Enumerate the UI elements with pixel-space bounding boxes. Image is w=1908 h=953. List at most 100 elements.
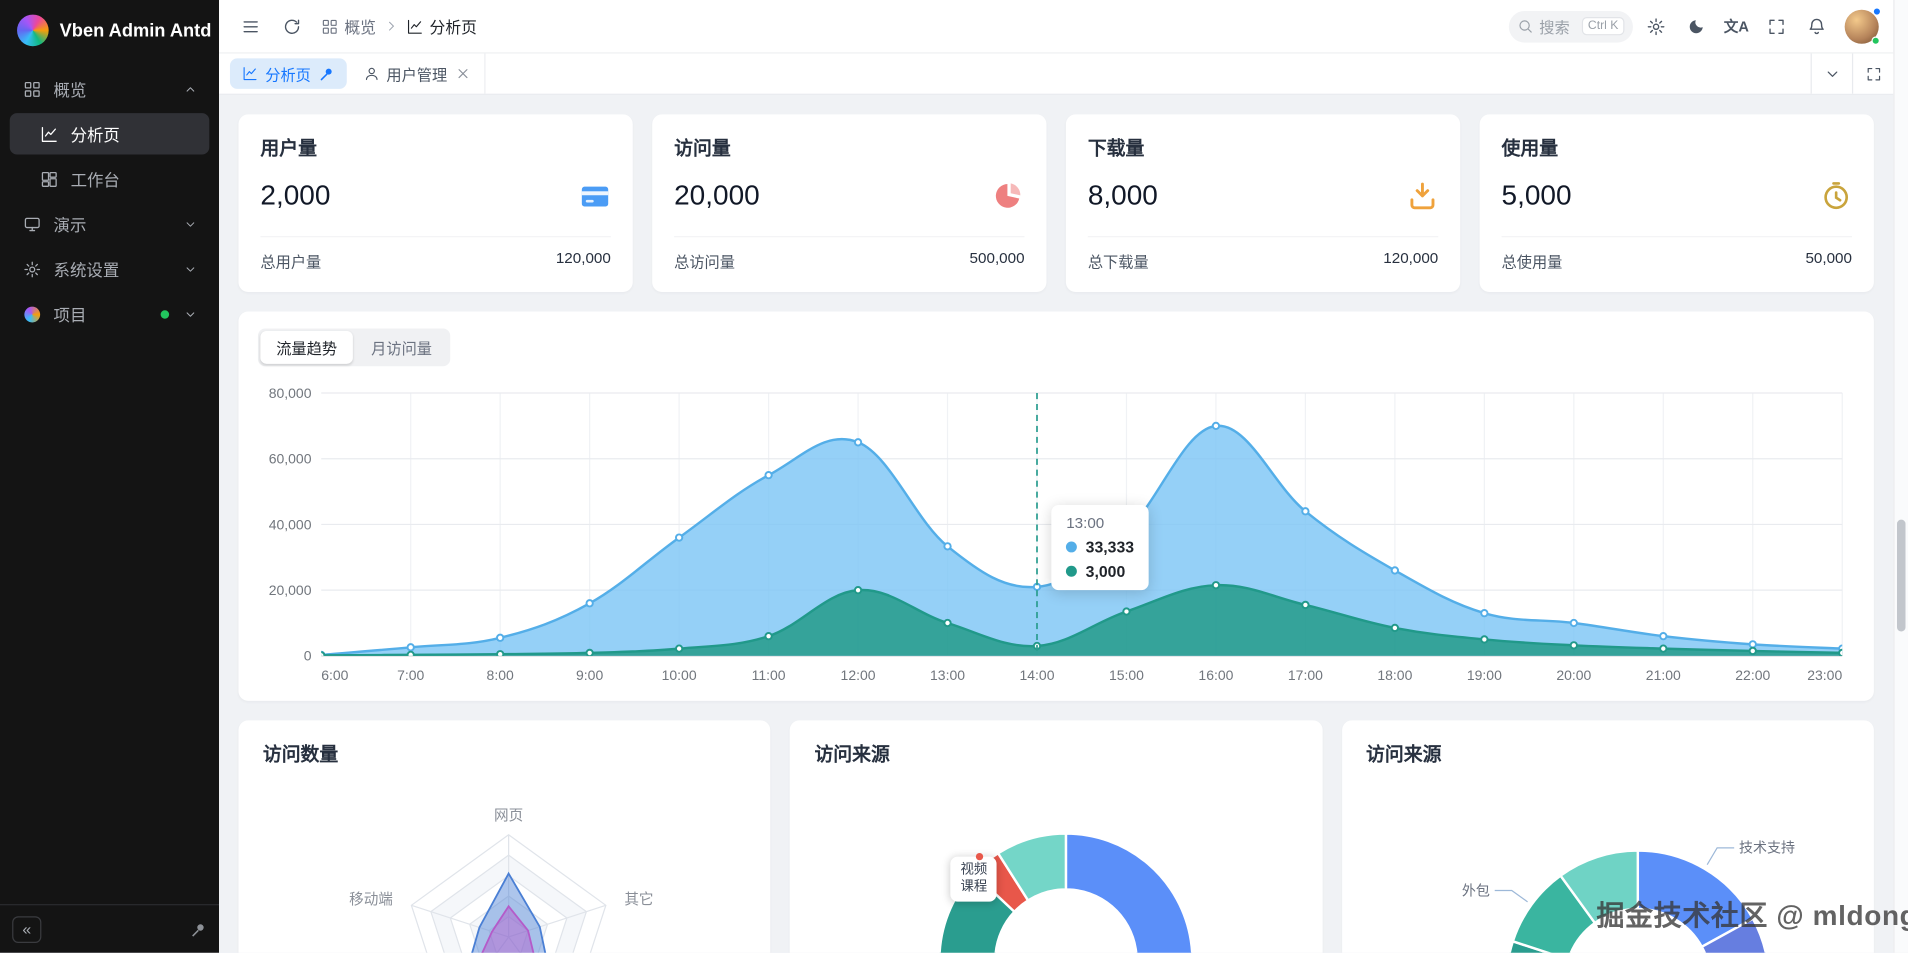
tab-analysis[interactable]: 分析页	[229, 58, 347, 89]
svg-text:16:00: 16:00	[1198, 667, 1233, 683]
sidebar-collapse-button[interactable]: «	[12, 915, 42, 943]
language-icon[interactable]: 文A	[1719, 9, 1753, 43]
pin-icon[interactable]	[318, 66, 334, 82]
status-dot	[160, 309, 170, 319]
moon-icon[interactable]	[1679, 9, 1713, 43]
logo-icon	[17, 14, 49, 47]
grid-icon	[322, 19, 337, 34]
tab-monthly-visits[interactable]: 月访问量	[355, 331, 447, 364]
grid-icon	[22, 79, 41, 98]
scrollbar-thumb[interactable]	[1896, 519, 1906, 632]
traffic-trend-chart[interactable]: 0 20,000 40,000 60,000 80,000 6:00 7:00 8:00 9:0…	[258, 378, 1854, 692]
bottom-row: 访问数量 网页 其它 移动端 访问来源 视频课程	[238, 720, 1874, 953]
svg-text:40,000: 40,000	[269, 516, 312, 532]
traffic-trend-card: 流量趋势 月访问量 0 20,000 40,000 60,000 80,000 6:00 7…	[238, 311, 1874, 701]
chevron-down-icon	[186, 221, 195, 227]
stat-row: 用户量 2,000 总用户量 120,000 访问	[238, 114, 1874, 293]
chart-tab-switch: 流量趋势 月访问量	[257, 328, 451, 367]
sidebar-item-project[interactable]: 项目	[10, 293, 210, 334]
sidebar: Vben Admin Antd 概览 分析页	[0, 0, 220, 953]
svg-text:网页: 网页	[494, 808, 523, 824]
svg-text:11:00: 11:00	[752, 667, 786, 683]
tab-traffic-trend[interactable]: 流量趋势	[260, 330, 353, 364]
sidebar-item-system-settings[interactable]: 系统设置	[10, 248, 210, 289]
search-input[interactable]: 搜索 Ctrl K	[1508, 10, 1633, 42]
monitor-icon	[22, 214, 41, 233]
chevron-down-icon	[186, 311, 195, 317]
svg-text:0: 0	[304, 648, 312, 664]
sidebar-item-workbench[interactable]: 工作台	[10, 158, 210, 199]
breadcrumb-analysis[interactable]: 分析页	[406, 15, 477, 38]
user-icon	[365, 67, 377, 81]
fullscreen-icon[interactable]	[1759, 9, 1793, 43]
svg-text:技术支持: 技术支持	[1739, 840, 1795, 856]
tab-list-dropdown-icon[interactable]	[1810, 53, 1852, 94]
content: 用户量 2,000 总用户量 120,000 访问	[219, 94, 1894, 953]
tabbar: 分析页 用户管理	[219, 53, 1894, 95]
tab-user-management[interactable]: 用户管理	[350, 53, 485, 94]
chart-line-icon	[407, 19, 422, 34]
bell-icon[interactable]	[1800, 9, 1834, 43]
svg-text:21:00: 21:00	[1646, 667, 1681, 683]
pin-icon[interactable]	[190, 921, 207, 938]
svg-text:外包: 外包	[1461, 882, 1489, 898]
breadcrumb-overview[interactable]: 概览	[321, 15, 376, 38]
search-placeholder: 搜索	[1539, 19, 1570, 37]
chevron-down-icon	[186, 266, 195, 272]
series-green-dot	[1066, 565, 1078, 577]
sidebar-item-overview[interactable]: 概览	[10, 68, 210, 109]
svg-text:7:00: 7:00	[397, 667, 424, 683]
svg-text:20,000: 20,000	[269, 582, 312, 598]
timer-icon	[1820, 179, 1852, 211]
close-icon[interactable]	[455, 66, 471, 82]
breadcrumb: 概览 分析页	[321, 15, 477, 38]
page-scrollbar[interactable]	[1893, 0, 1908, 953]
svg-text:12:00: 12:00	[841, 667, 876, 683]
svg-text:80,000: 80,000	[269, 385, 312, 401]
search-icon	[1519, 20, 1532, 33]
tabbar-actions	[1810, 53, 1894, 94]
svg-text:13:00: 13:00	[930, 667, 965, 683]
main-column: 概览 分析页 搜索 Ctrl K	[219, 0, 1894, 953]
app-logo[interactable]: Vben Admin Antd	[0, 0, 219, 61]
topbar-actions: 搜索 Ctrl K 文A	[1508, 6, 1882, 45]
svg-text:60,000: 60,000	[269, 451, 312, 467]
workbench-icon	[39, 169, 58, 188]
settings-gear-icon[interactable]	[1639, 9, 1673, 43]
refresh-icon[interactable]	[275, 9, 309, 43]
sidebar-item-analysis[interactable]: 分析页	[9, 113, 210, 155]
pie-label-bubble: 视频课程	[950, 852, 997, 902]
download-icon	[1407, 179, 1439, 211]
sidebar-menu: 概览 分析页 工作台	[0, 61, 219, 904]
svg-text:其它: 其它	[624, 890, 653, 908]
sidebar-footer: «	[0, 904, 220, 953]
svg-text:14:00: 14:00	[1019, 667, 1054, 683]
pie-chart-icon	[993, 179, 1025, 211]
chart-tooltip: 13:00 33,333 3,000	[1051, 504, 1149, 591]
svg-text:10:00: 10:00	[662, 667, 697, 683]
visit-source-card-1: 访问来源 视频课程	[790, 720, 1323, 953]
avatar[interactable]	[1844, 6, 1882, 45]
svg-text:15:00: 15:00	[1109, 667, 1144, 683]
series-blue-dot	[1066, 541, 1078, 553]
svg-text:9:00: 9:00	[576, 667, 603, 683]
svg-text:8:00: 8:00	[487, 667, 514, 683]
app-title: Vben Admin Antd	[59, 20, 212, 41]
svg-text:23:00: 23:00	[1807, 667, 1842, 683]
hamburger-menu-icon[interactable]	[234, 9, 268, 43]
sidebar-item-demo[interactable]: 演示	[10, 203, 210, 244]
svg-text:6:00: 6:00	[321, 667, 348, 683]
stat-card-usage: 使用量 5,000 总使用量 50,000	[1479, 114, 1874, 293]
donut-chart[interactable]	[814, 774, 1297, 953]
search-shortcut: Ctrl K	[1581, 17, 1625, 36]
svg-text:17:00: 17:00	[1288, 667, 1323, 683]
notification-badge	[1872, 6, 1882, 16]
chevron-up-icon	[186, 86, 195, 92]
topbar: 概览 分析页 搜索 Ctrl K	[219, 0, 1894, 54]
svg-text:18:00: 18:00	[1377, 667, 1412, 683]
svg-text:20:00: 20:00	[1556, 667, 1591, 683]
maximize-icon[interactable]	[1851, 53, 1894, 94]
